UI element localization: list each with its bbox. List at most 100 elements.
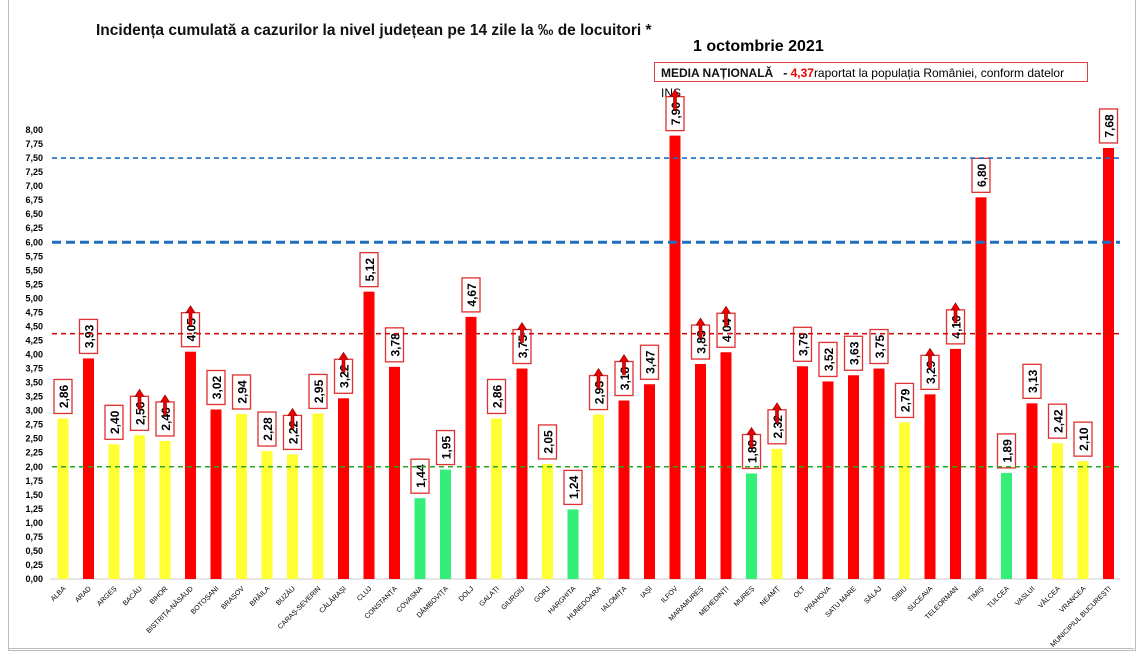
y-tick-label: 6,00 <box>25 237 43 247</box>
bar <box>644 384 655 579</box>
x-tick-label: VASLUI <box>1014 585 1036 607</box>
bar <box>848 375 859 579</box>
bar <box>516 368 528 579</box>
trend-up-arrow-icon <box>134 388 145 410</box>
data-label: 3,47 <box>639 344 660 380</box>
bar <box>414 498 426 579</box>
data-label-text: 3,13 <box>1026 369 1040 393</box>
y-tick-label: 4,50 <box>25 321 43 331</box>
data-label-box <box>206 369 226 406</box>
data-label-text: 2,42 <box>1052 409 1066 433</box>
x-tick-label: DOLJ <box>458 585 476 603</box>
y-tick-label: 2,00 <box>25 462 43 472</box>
x-tick-label: BOTOȘANI <box>190 585 220 615</box>
trend-up-arrow-icon <box>159 394 171 416</box>
data-label-text: 2,93 <box>593 381 607 405</box>
y-tick-label: 7,25 <box>25 167 43 177</box>
x-tick-label: BRAȘOV <box>220 585 246 611</box>
x-tick-label: ALBA <box>50 585 68 603</box>
data-label-text: 3,75 <box>873 335 887 359</box>
data-label: 3,78 <box>384 327 405 363</box>
bar <box>1077 461 1089 579</box>
x-tick-label: SIBIU <box>891 585 909 603</box>
data-label: 2,56 <box>129 395 150 431</box>
data-label-box <box>257 411 277 447</box>
y-tick-label: 5,50 <box>25 265 43 275</box>
data-label-text: 2,79 <box>899 388 913 412</box>
data-label-text: 2,10 <box>1077 427 1091 451</box>
y-tick-label: 3,75 <box>25 364 43 374</box>
data-label-box <box>1073 421 1093 457</box>
bar <box>593 414 604 579</box>
data-label: 3,63 <box>843 335 864 371</box>
data-label-text: 2,95 <box>312 379 326 403</box>
national-average-label: MEDIA NAȚIONALĂ <box>661 66 774 80</box>
data-label: 3,75 <box>512 328 532 365</box>
data-label-box <box>1047 403 1068 439</box>
data-label: 2,86 <box>53 378 73 415</box>
y-tick-label: 1,50 <box>25 490 43 500</box>
bar <box>797 366 808 579</box>
bar <box>873 368 885 579</box>
data-label: 7,90 <box>665 95 685 132</box>
data-label-box <box>894 382 915 419</box>
data-label-box <box>384 327 405 363</box>
data-label-text: 3,93 <box>83 324 97 348</box>
data-label-box <box>78 318 99 355</box>
data-label: 3,18 <box>614 360 634 397</box>
data-label: 4,04 <box>716 312 736 348</box>
data-label-text: 7,90 <box>669 102 683 126</box>
bar <box>771 448 783 579</box>
data-label: 5,12 <box>359 251 379 288</box>
data-label-text: 3,47 <box>644 350 658 374</box>
data-label: 1,89 <box>996 433 1017 469</box>
data-label: 2,10 <box>1073 421 1093 457</box>
data-label-text: 3,52 <box>822 347 836 371</box>
data-label-box <box>308 373 328 410</box>
data-label-text: 3,75 <box>516 335 530 359</box>
x-tick-label: NEAMȚ <box>759 585 782 608</box>
bar <box>363 291 375 579</box>
data-label: 4,05 <box>180 312 201 348</box>
x-tick-label: BUZĂU <box>274 584 297 607</box>
data-label-box <box>843 335 864 371</box>
x-tick-label: ILFOV <box>660 585 679 604</box>
bar <box>669 135 681 580</box>
data-label: 1,95 <box>435 429 456 466</box>
data-label: 2,05 <box>537 424 558 460</box>
data-label: 3,52 <box>818 341 838 378</box>
x-tick-label: ARGEȘ <box>96 585 119 608</box>
bar <box>542 463 553 579</box>
data-label: 3,93 <box>78 318 99 355</box>
bar <box>338 398 349 579</box>
bar <box>185 351 196 579</box>
y-tick-label: 0,25 <box>25 560 43 570</box>
divider <box>8 648 1134 649</box>
data-label: 1,24 <box>563 469 583 506</box>
y-tick-label: 4,00 <box>25 350 43 360</box>
data-label: 2,42 <box>1047 403 1068 439</box>
data-label-text: 3,83 <box>695 330 709 354</box>
y-tick-label: 8,00 <box>25 125 43 135</box>
data-label: 2,79 <box>894 382 915 419</box>
data-label-text: 3,22 <box>338 364 352 388</box>
trend-up-arrow-icon <box>924 347 936 369</box>
data-label-text: 2,40 <box>108 410 122 434</box>
data-label-box <box>359 251 379 288</box>
bar <box>1103 147 1114 579</box>
data-label-box <box>486 378 507 415</box>
bar <box>822 381 834 579</box>
data-label: 4,67 <box>461 277 481 313</box>
bar <box>746 473 757 579</box>
data-label-text: 2,28 <box>261 417 275 441</box>
data-label-box <box>639 344 660 380</box>
trend-up-arrow-icon <box>950 302 961 324</box>
y-tick-label: 7,50 <box>25 153 43 163</box>
bar <box>83 358 94 579</box>
bar <box>389 366 400 579</box>
data-label-text: 1,44 <box>414 464 428 488</box>
x-tick-label: VÂLCEA <box>1036 584 1062 610</box>
data-label: 3,02 <box>206 369 226 406</box>
chart-subtitle: 1 octombrie 2021 <box>693 38 824 55</box>
